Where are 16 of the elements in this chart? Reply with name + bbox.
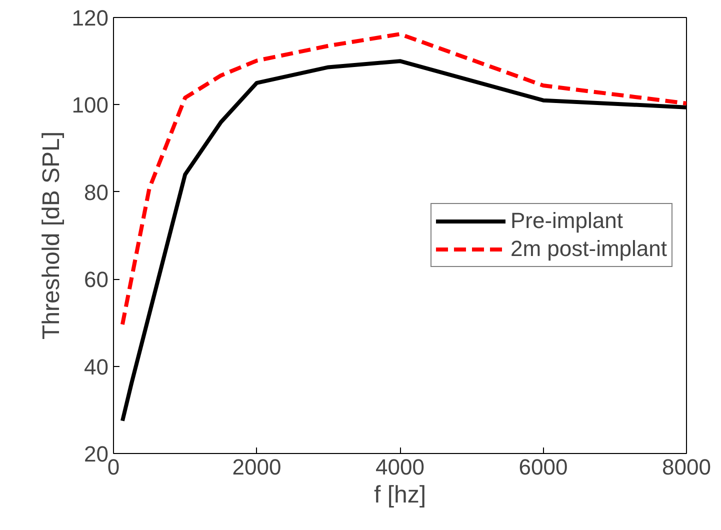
y-tick-label: 40 [84, 354, 109, 380]
x-tick-label: 8000 [662, 454, 711, 480]
y-tick-label: 120 [72, 6, 109, 30]
x-tick-label: 4000 [376, 454, 424, 480]
legend-label: 2m post-implant [510, 236, 667, 262]
x-tick-label: 6000 [518, 454, 568, 480]
line-series [120, 32, 686, 326]
y-tick-label: 80 [84, 180, 109, 205]
y-axis-title: Threshold [dB SPL] [38, 131, 65, 340]
y-tick-label: 20 [84, 442, 109, 466]
x-tick-label: 0 [107, 454, 120, 480]
y-tick-label: 100 [72, 92, 109, 118]
x-tick-label: 2000 [232, 454, 282, 480]
x-axis-title: f [hz] [374, 482, 426, 508]
y-tick-label: 60 [84, 267, 109, 292]
legend-label: Pre-implant [510, 208, 623, 234]
